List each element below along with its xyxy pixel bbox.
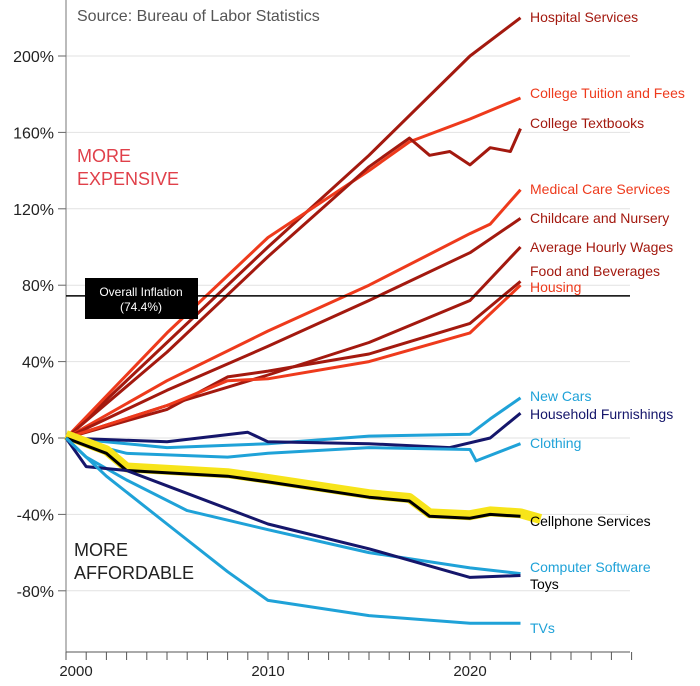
series-line-clothing xyxy=(65,436,522,463)
more-expensive-label-1: MORE xyxy=(77,146,131,166)
series-label-medical-care-services: Medical Care Services xyxy=(530,181,670,197)
series-label-hospital-services: Hospital Services xyxy=(530,9,638,25)
overall-inflation-marker: Overall Inflation (74.4%) xyxy=(66,278,630,319)
series-label-cellphone-services: Cellphone Services xyxy=(530,513,651,529)
series-label-new-cars: New Cars xyxy=(530,388,591,404)
more-expensive-label-2: EXPENSIVE xyxy=(77,169,179,189)
series-label-college-tuition-and-fees: College Tuition and Fees xyxy=(530,85,685,101)
series-label-childcare-and-nursery: Childcare and Nursery xyxy=(530,210,669,226)
series-line-computer-software xyxy=(64,436,521,576)
overall-inflation-label: Overall Inflation xyxy=(99,285,182,299)
series-line-childcare-and-nursery xyxy=(65,217,522,440)
overall-inflation-box xyxy=(85,278,198,319)
series-line-tvs xyxy=(64,436,521,625)
x-axis: 2000 2010 2020 xyxy=(59,651,633,680)
series-line-college-tuition-and-fees xyxy=(64,96,522,440)
series-label-clothing: Clothing xyxy=(530,435,581,451)
series-line-average-hourly-wages xyxy=(65,245,522,440)
series-line-toys xyxy=(64,437,521,579)
series-label-toys: Toys xyxy=(530,576,559,592)
y-tick-label: 200% xyxy=(13,49,54,66)
series-label-computer-software: Computer Software xyxy=(530,559,651,575)
series-label-college-textbooks: College Textbooks xyxy=(530,115,644,131)
series-line-new-cars xyxy=(65,396,522,450)
series-line-hospital-services xyxy=(64,16,522,440)
series-line-college-textbooks xyxy=(65,127,522,440)
series-label-average-hourly-wages: Average Hourly Wages xyxy=(530,239,673,255)
series-line-medical-care-services xyxy=(65,188,522,440)
x-tick-label: 2000 xyxy=(59,663,92,680)
series-line-food-and-beverages xyxy=(65,280,522,440)
y-tick-label: 80% xyxy=(22,278,54,295)
cellphone-services-highlight xyxy=(64,430,543,524)
y-tick-label: 160% xyxy=(13,125,54,142)
series-line-cellphone-services xyxy=(65,436,521,520)
series-line-household-furnishings xyxy=(65,412,522,450)
more-affordable-label-2: AFFORDABLE xyxy=(74,563,194,583)
y-tick-label: 0% xyxy=(31,431,54,448)
y-tick-label: 40% xyxy=(22,355,54,372)
more-affordable-label-1: MORE xyxy=(74,540,128,560)
series-label-food-and-beverages: Food and Beverages xyxy=(530,263,660,279)
series-lines xyxy=(64,16,543,625)
x-tick-label: 2020 xyxy=(453,663,486,680)
y-axis: -80% -40% 0% 40% 80% 120% 160% 200% xyxy=(13,0,67,652)
series-line-housing xyxy=(65,284,522,440)
series-labels: Hospital Services College Tuition and Fee… xyxy=(530,9,685,636)
y-tick-label: -40% xyxy=(17,507,54,524)
overall-inflation-value: (74.4%) xyxy=(120,300,162,314)
y-tick-label: -80% xyxy=(17,584,54,601)
x-tick-label: 2010 xyxy=(251,663,284,680)
series-label-housing: Housing xyxy=(530,279,581,295)
series-label-tvs: TVs xyxy=(530,620,555,636)
y-tick-label: 120% xyxy=(13,202,54,219)
source-note: Source: Bureau of Labor Statistics xyxy=(77,8,320,25)
series-label-household-furnishings: Household Furnishings xyxy=(530,406,673,422)
